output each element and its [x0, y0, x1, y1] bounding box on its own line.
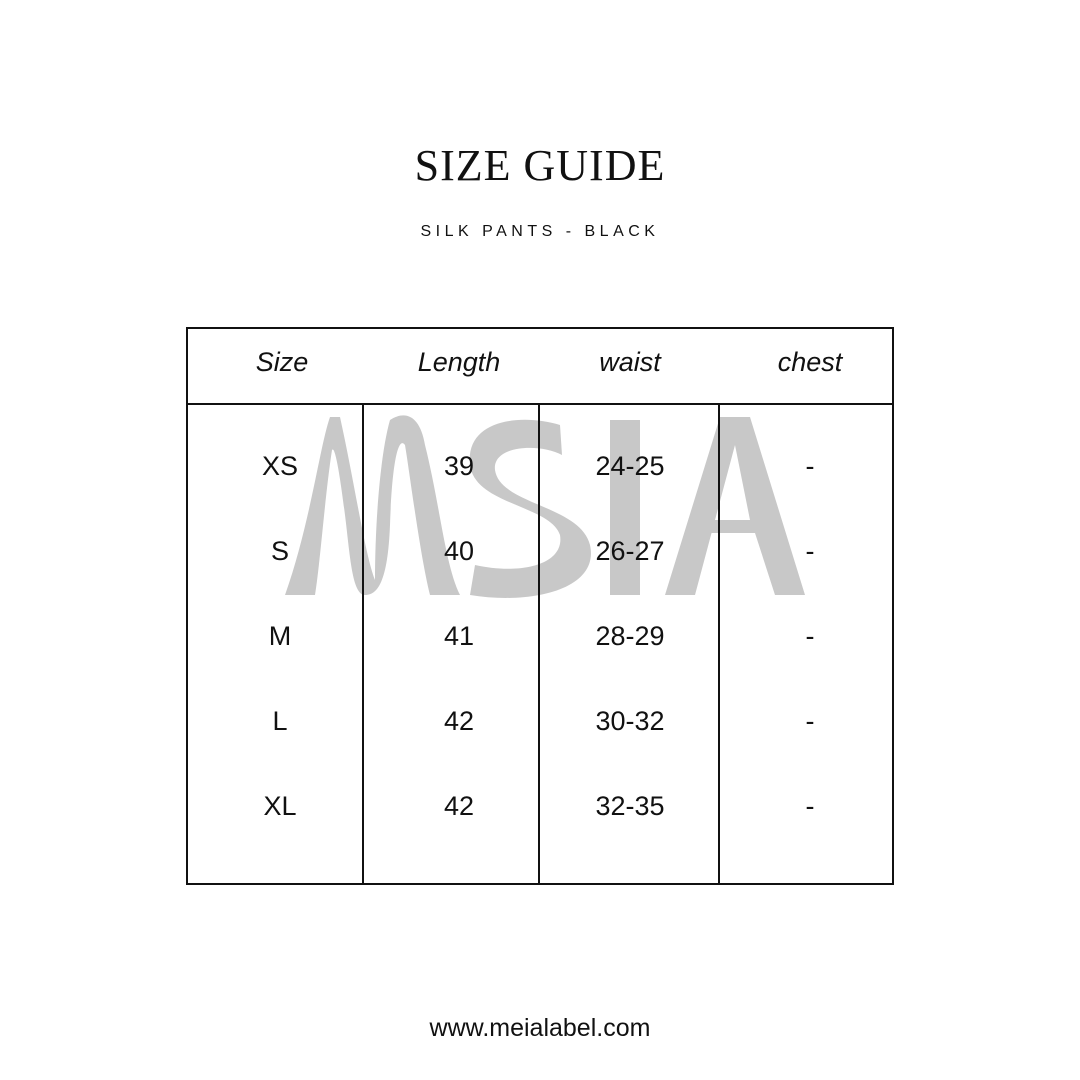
- product-subtitle: SILK PANTS - BLACK: [420, 223, 660, 240]
- size-table: Size Length waist chest XS 39 24-25 - S 40 26-…: [186, 327, 894, 885]
- cell-length: 41: [443, 621, 475, 651]
- cell-length: 39: [443, 451, 475, 481]
- cell-chest: -: [805, 536, 815, 566]
- cell-length: 42: [443, 791, 475, 821]
- watermark-logo: [285, 415, 805, 598]
- cell-waist: 28-29: [595, 621, 665, 651]
- cell-size: M: [268, 621, 292, 651]
- page-title: SIZE GUIDE: [414, 141, 666, 190]
- cell-chest: -: [805, 791, 815, 821]
- cell-size: L: [272, 706, 288, 736]
- cell-waist: 24-25: [595, 451, 665, 481]
- cell-size: S: [270, 536, 289, 566]
- cell-length: 42: [443, 706, 475, 736]
- cell-chest: -: [805, 706, 815, 736]
- cell-length: 40: [443, 536, 475, 566]
- header-chest: chest: [777, 347, 843, 377]
- cell-waist: 26-27: [595, 536, 665, 566]
- cell-waist: 30-32: [595, 706, 665, 736]
- cell-size: XS: [261, 451, 299, 481]
- column-divider: [718, 405, 720, 883]
- header-length: Length: [417, 347, 501, 377]
- cell-chest: -: [805, 621, 815, 651]
- header-size: Size: [255, 347, 309, 377]
- cell-size: XL: [263, 791, 297, 821]
- column-divider: [538, 405, 540, 883]
- cell-chest: -: [805, 451, 815, 481]
- cell-waist: 32-35: [595, 791, 665, 821]
- header-waist: waist: [599, 347, 661, 377]
- table-header-row: Size Length waist chest: [188, 329, 892, 405]
- column-divider: [362, 405, 364, 883]
- website-url: www.meialabel.com: [429, 1014, 651, 1042]
